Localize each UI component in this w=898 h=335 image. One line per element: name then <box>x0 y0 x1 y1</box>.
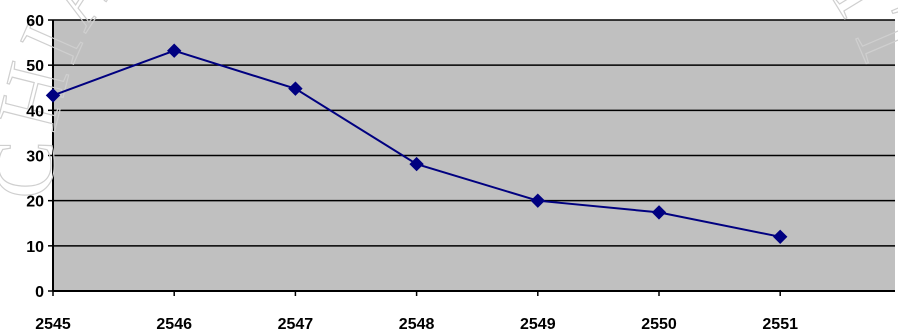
y-tick-label: 40 <box>26 103 44 120</box>
data-point-marker <box>166 43 182 58</box>
x-tick-label: 2551 <box>762 316 798 333</box>
x-tick-label: 2545 <box>35 316 71 333</box>
y-tick-label: 20 <box>26 194 44 211</box>
gridlines <box>53 19 895 247</box>
axes <box>48 19 895 296</box>
x-tick-label: 2547 <box>278 316 314 333</box>
data-point-marker <box>651 205 667 220</box>
x-tick-label: 2550 <box>641 316 677 333</box>
data-point-marker <box>530 193 546 208</box>
y-tick-label: 30 <box>26 149 44 166</box>
data-point-marker <box>45 88 61 103</box>
plot-area <box>48 19 895 296</box>
x-axis-ticks: 2545 2546 2547 2548 2549 2550 2551 <box>35 316 798 333</box>
y-axis-ticks: 0 10 20 30 40 50 60 <box>26 13 44 301</box>
x-tick-label: 2548 <box>399 316 435 333</box>
y-tick-label: 0 <box>35 284 44 301</box>
x-tick-label: 2549 <box>520 316 556 333</box>
data-point-marker <box>409 156 424 172</box>
y-tick-label: 10 <box>26 239 44 256</box>
data-point-marker <box>288 81 303 96</box>
y-tick-label: 60 <box>26 13 44 30</box>
data-point-marker <box>772 229 788 245</box>
x-tick-label: 2546 <box>156 316 192 333</box>
y-tick-label: 50 <box>26 58 44 75</box>
series-layer <box>45 43 788 245</box>
